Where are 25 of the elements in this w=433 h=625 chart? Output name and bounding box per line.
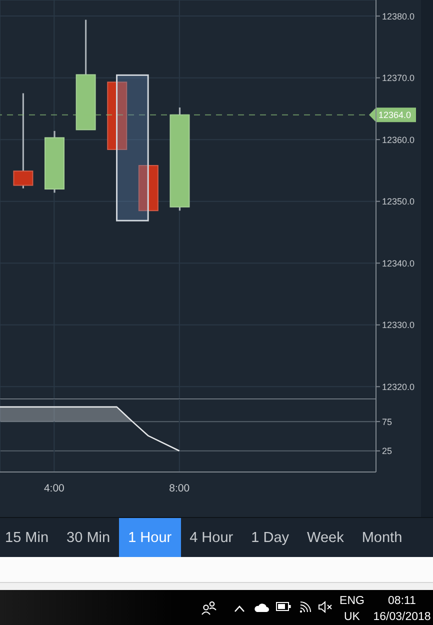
text: 16/03/2018 [372, 610, 432, 625]
y-tick-label: 12320.0 [382, 382, 415, 392]
y-tick-label: 12350.0 [382, 196, 415, 207]
x-tick-label: 8:00 [169, 482, 190, 494]
text: Week [306, 529, 345, 548]
text: 30 Min [66, 529, 112, 548]
y-tick-label: 12380.0 [382, 11, 415, 22]
ref-line-label: 12364.0 [378, 110, 412, 120]
x-tick-label: 4:00 [44, 482, 65, 494]
y-tick-label: 12360.0 [382, 134, 415, 145]
y-tick-label: 12330.0 [382, 320, 415, 330]
text: 15 Min [4, 529, 50, 548]
text: 4 Hour [188, 529, 234, 548]
text: 08:11 [388, 595, 416, 607]
text: 1 Day [250, 529, 290, 548]
y-tick-label: 25 [382, 446, 392, 456]
selected-tab: 1 Hour [119, 518, 181, 558]
line-series [0, 406, 180, 452]
y-tick-label: 12370.0 [382, 73, 415, 84]
y-tick-label: 75 [382, 416, 392, 427]
text: UK [344, 611, 360, 623]
text: Month [360, 529, 404, 548]
y-tick-label: 12340.0 [382, 258, 415, 268]
candlestick [13, 92, 34, 190]
text: ENG [340, 595, 364, 607]
